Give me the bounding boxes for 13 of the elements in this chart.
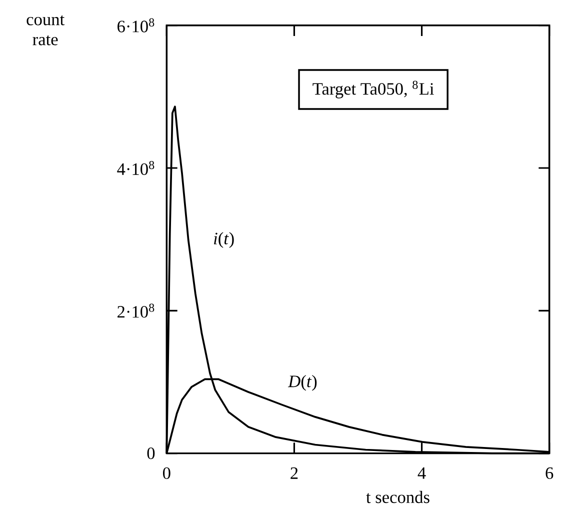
x-tick-label: 0 bbox=[163, 467, 170, 480]
y-axis-title: count rate bbox=[26, 15, 64, 46]
y-tick-label: 6·10$^{8}$ bbox=[118, 18, 154, 32]
annotation: Target Ta050, $^{8}$Li bbox=[312, 80, 434, 98]
x-tick-label: 6 bbox=[546, 467, 554, 480]
y-tick-label: 0 bbox=[147, 447, 155, 460]
x-tick-label: 2 bbox=[290, 467, 298, 479]
series-label: D(t) bbox=[288, 375, 317, 391]
y-tick-label: 2·10$^{8}$ bbox=[118, 304, 154, 318]
y-tick-label: 4·10$^{8}$ bbox=[117, 160, 154, 176]
x-tick-label: 4 bbox=[418, 467, 426, 479]
x-axis-title: t seconds bbox=[366, 490, 430, 504]
series-label: i(t) bbox=[214, 232, 234, 248]
